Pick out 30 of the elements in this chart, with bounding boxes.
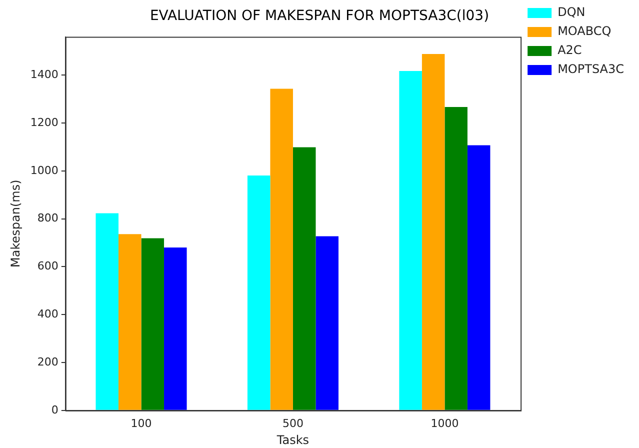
bar	[316, 236, 338, 410]
y-tick-label: 400	[37, 307, 58, 320]
bar	[444, 106, 468, 410]
bar	[164, 248, 187, 410]
bar	[467, 145, 490, 410]
x-tick-label: 100	[130, 416, 152, 430]
x-tick-label: 500	[282, 416, 304, 430]
bar	[247, 175, 270, 410]
y-axis-title: Makespan(ms)	[8, 180, 22, 268]
bar	[96, 213, 118, 410]
bar	[292, 147, 316, 410]
chart-title: EVALUATION OF MAKESPAN FOR MOPTSA3C(l03)	[150, 8, 490, 24]
bar	[422, 54, 445, 410]
y-tick-label: 800	[37, 212, 58, 225]
legend-label: MOPTSA3C	[558, 62, 624, 76]
bar	[270, 88, 293, 410]
y-tick-label: 1400	[30, 68, 58, 81]
legend-label: MOABCQ	[558, 24, 612, 38]
legend-label: A2C	[558, 43, 582, 58]
bar	[399, 71, 422, 410]
y-tick-label: 600	[37, 260, 58, 273]
y-tick-label: 0	[51, 403, 58, 416]
bar	[141, 238, 164, 410]
y-tick-label: 1200	[30, 116, 58, 129]
x-axis-title: Tasks	[276, 432, 310, 447]
y-tick-label: 200	[37, 355, 58, 368]
y-tick-label: 1000	[30, 164, 58, 177]
bar	[118, 234, 142, 410]
legend-label: DQN	[558, 5, 586, 20]
x-tick-label: 1000	[430, 416, 459, 430]
